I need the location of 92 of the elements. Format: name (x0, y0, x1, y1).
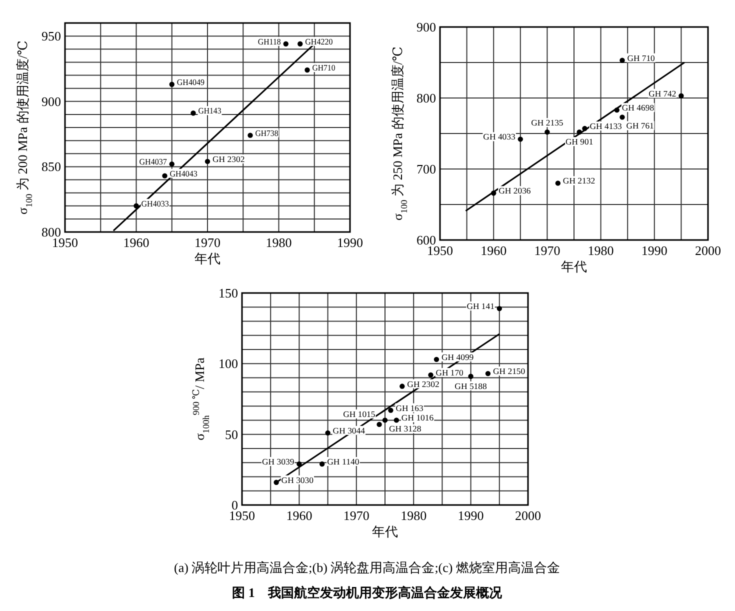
text: (a) 涡轮叶片用高温合金;(b) 涡轮盘用高温合金;(c) 燃烧室用高温合金 (174, 560, 560, 575)
point (204, 158, 210, 164)
annotation: GH 163 (396, 402, 424, 413)
annotation: GH 742 (648, 88, 676, 98)
x-tick-label: 1960 (286, 508, 312, 523)
annotation: GH 1015 (343, 408, 376, 419)
point (190, 110, 196, 116)
annotation: GH 710 (627, 52, 655, 63)
annotation: GH118 (258, 36, 283, 46)
annotation: GH 2036 (498, 186, 531, 196)
x-tick-label: 1980 (400, 508, 427, 523)
annotation: GH4220 (305, 36, 334, 46)
x-tick-label: 1970 (343, 508, 370, 523)
annotation: GH 4033 (483, 132, 516, 142)
annotation: GH738 (255, 128, 280, 138)
x-tick-label: 1980 (266, 235, 292, 250)
point (394, 418, 400, 423)
annotation: GH 2132 (562, 176, 596, 186)
annotation: GH710 (312, 62, 338, 73)
point (518, 136, 523, 142)
x-tick-label: 2000 (515, 508, 541, 523)
y-tick-label: 600 (416, 232, 436, 248)
annotation: GH 3030 (281, 474, 314, 485)
annotation: GH 4698 (622, 102, 654, 113)
point (169, 82, 174, 87)
point (555, 180, 561, 186)
x-tick-label: 1990 (641, 243, 668, 258)
y-tick-label: 0 (232, 498, 238, 512)
annotation: GH 2302 (407, 378, 440, 389)
point (468, 374, 474, 379)
y-tick-label: 800 (416, 90, 436, 106)
x-tick-label: 1980 (588, 243, 614, 258)
annotation: GH 3039 (262, 456, 294, 467)
point (620, 114, 625, 120)
annotation: GH 761 (626, 120, 654, 131)
point (544, 129, 550, 135)
x-tick-label: 1970 (534, 243, 560, 258)
annotation: GH 141 (466, 301, 494, 312)
y-tick-label: 850 (42, 159, 61, 174)
annotation: GH 170 (436, 367, 464, 378)
annotation: GH 3044 (332, 425, 366, 436)
annotation: GH4043 (170, 168, 200, 178)
point (283, 41, 288, 46)
point (169, 161, 174, 167)
annotation: GH 1140 (327, 456, 360, 467)
y-tick-label: 900 (42, 94, 61, 109)
x-tick-label: 1960 (123, 235, 150, 250)
point (485, 370, 491, 376)
x-tick-label: 1960 (480, 243, 507, 258)
annotation: GH 2302 (212, 154, 245, 164)
point (304, 67, 310, 73)
y-tick-label: 800 (42, 224, 61, 240)
annotation: GH4033 (141, 198, 171, 208)
annotation: GH 3128 (389, 424, 422, 434)
y-tick-label: 900 (416, 20, 436, 34)
y-tick-label: 950 (42, 28, 61, 44)
point (248, 132, 253, 138)
point (428, 372, 434, 378)
point (382, 418, 388, 423)
annotation: GH 4133 (590, 121, 622, 132)
y-tick-label: 100 (218, 356, 238, 372)
point (388, 408, 394, 413)
y-tick-label: 150 (218, 286, 238, 300)
point (162, 173, 168, 178)
annotation: GH 5188 (454, 380, 487, 391)
y-tick-label: 50 (225, 426, 238, 442)
annotation: GH4037 (139, 156, 169, 167)
annotation: GH4049 (176, 76, 206, 87)
x-tick-label: 1990 (458, 508, 484, 523)
annotation: GH 1016 (401, 412, 434, 423)
text: 图 1 我国航空发动机用变形高温合金发展概况 (232, 585, 503, 600)
x-axis-title: 年代 (194, 251, 220, 266)
y-tick-label: 700 (416, 162, 436, 176)
point (434, 356, 440, 362)
x-axis-title: 年代 (372, 524, 398, 539)
annotation: GH 901 (566, 136, 594, 147)
x-axis-title: 年代 (561, 259, 587, 274)
point (376, 422, 382, 428)
point (325, 430, 330, 436)
annotation: GH 2150 (492, 366, 526, 376)
point (298, 41, 303, 46)
annotation: GH 4099 (441, 352, 474, 362)
point (400, 384, 405, 389)
point (496, 306, 502, 312)
point (678, 93, 684, 98)
point (319, 461, 325, 467)
point (620, 58, 625, 63)
x-tick-label: 1990 (337, 235, 363, 250)
annotation: GH 2135 (531, 118, 564, 128)
x-tick-label: 1970 (194, 235, 220, 250)
x-tick-label: 2000 (695, 243, 721, 258)
annotation: GH143 (198, 106, 224, 116)
